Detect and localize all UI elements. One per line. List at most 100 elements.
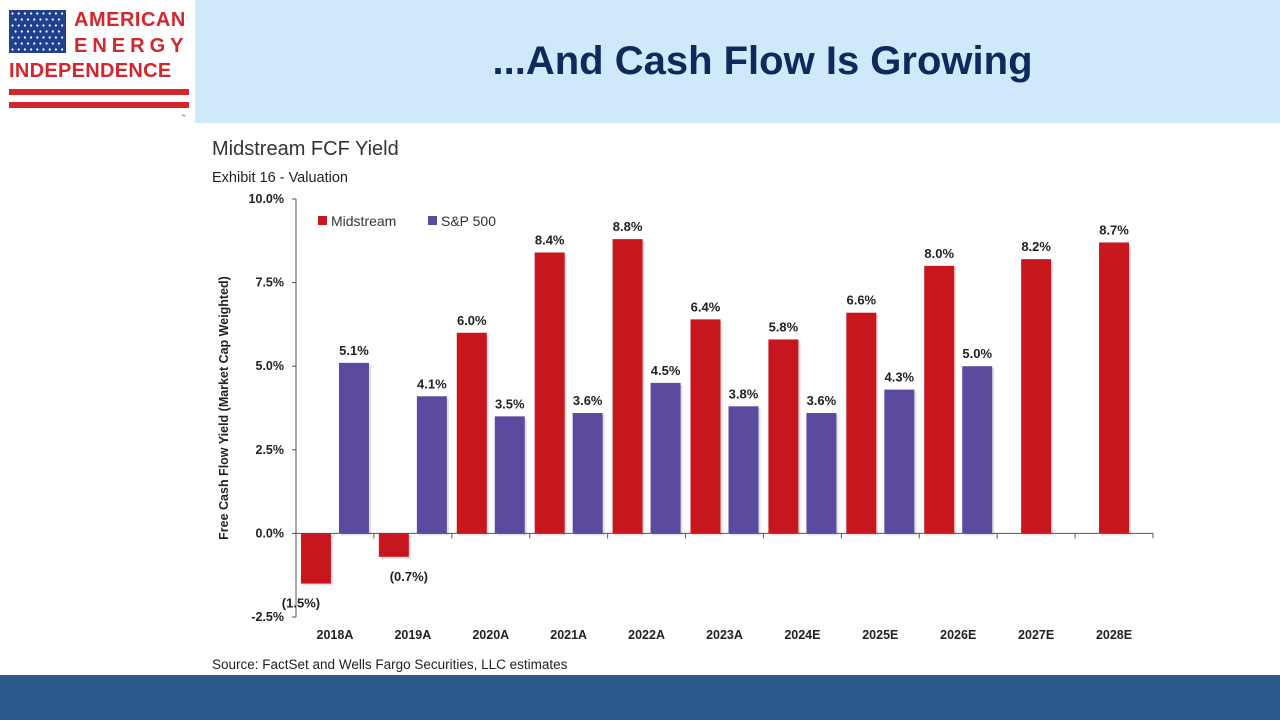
data-label: 3.5%	[495, 396, 525, 411]
flag-star	[30, 48, 33, 51]
flag-star	[48, 24, 51, 27]
flag-star	[39, 30, 42, 33]
bar-midstream	[690, 319, 721, 534]
flag-star	[54, 12, 58, 15]
flag-star	[23, 36, 26, 39]
flag-star	[57, 18, 61, 21]
legend-swatch	[428, 216, 437, 225]
data-label: 8.7%	[1099, 222, 1129, 237]
flag-star	[61, 12, 64, 15]
flag-star	[33, 30, 36, 33]
data-label: 4.1%	[417, 376, 447, 391]
legend: Midstream S&P 500	[318, 213, 496, 229]
x-tick-label: 2021A	[550, 628, 587, 642]
bar-midstream	[456, 332, 487, 534]
flag-star	[26, 42, 30, 45]
flag-star	[17, 48, 20, 51]
logo: AMERICAN ENERGY INDEPENDENCE ™	[0, 0, 195, 123]
logo-text-line2: ENERGY	[74, 35, 189, 57]
y-tick-label: -2.5%	[251, 610, 284, 624]
x-tick-label: 2022A	[628, 628, 665, 642]
flag-star	[51, 42, 54, 45]
flag-star	[45, 18, 48, 21]
chart-title: Midstream FCF Yield	[212, 138, 399, 160]
data-label: 8.4%	[535, 233, 565, 248]
data-label: 4.3%	[884, 370, 914, 385]
flag-star	[39, 42, 42, 45]
flag-star	[54, 36, 58, 39]
chart-subtitle: Exhibit 16 - Valuation	[212, 170, 348, 186]
data-label: 3.6%	[807, 393, 837, 408]
flag-star	[42, 12, 45, 15]
x-tick-label: 2026E	[940, 628, 976, 642]
y-axis-label: Free Cash Flow Yield (Market Cap Weighte…	[217, 276, 231, 540]
y-tick-label: 7.5%	[256, 276, 285, 290]
data-label: 6.4%	[691, 299, 721, 314]
data-label: (1.5%)	[282, 596, 320, 611]
x-tick-label: 2019A	[394, 628, 431, 642]
data-labels: (1.5%) (0.7%) 6.0% 8.4% 8.8% 6.4% 5.8% 6.6% 8.0%…	[282, 219, 1129, 610]
flag-star	[36, 48, 39, 51]
flag-star	[20, 30, 23, 33]
flag-star	[11, 36, 14, 39]
flag-star	[61, 24, 64, 27]
bar-sp500	[416, 396, 447, 534]
bar-sp500	[884, 389, 915, 534]
data-label: 5.1%	[339, 343, 369, 358]
x-tick-label: 2024E	[784, 628, 820, 642]
flag-star	[51, 30, 54, 33]
data-label: 6.6%	[846, 293, 876, 308]
flag-star	[33, 18, 36, 21]
bar-midstream	[1099, 242, 1130, 534]
flag-star	[61, 48, 64, 51]
bar-midstream	[924, 265, 955, 534]
flag-star	[11, 24, 14, 27]
flag-star	[23, 48, 26, 51]
flag-star	[17, 12, 20, 15]
flag-star	[17, 36, 20, 39]
flag-star	[51, 18, 54, 21]
x-axis: 2018A 2019A 2020A 2021A 2022A 2023A 2024E 2025E…	[295, 532, 1154, 642]
bar-sp500	[962, 366, 993, 534]
data-label: 8.0%	[924, 246, 954, 261]
flag-star	[42, 24, 45, 27]
slide-title: ...And Cash Flow Is Growing	[492, 39, 1033, 83]
legend-label: Midstream	[331, 213, 396, 229]
logo-text-line1: AMERICAN	[74, 9, 186, 31]
bar-sp500	[494, 416, 525, 534]
x-tick-label: 2023A	[706, 628, 743, 642]
bar-midstream	[612, 239, 643, 534]
bar-midstream	[378, 533, 409, 557]
flag-star	[42, 48, 45, 51]
flag-star	[39, 18, 42, 21]
trademark-mark: ™	[181, 114, 186, 120]
flag-star	[36, 24, 39, 27]
x-tick-label: 2027E	[1018, 628, 1054, 642]
flag-star	[36, 12, 39, 15]
data-label: (0.7%)	[390, 569, 428, 584]
slide-header	[195, 0, 1280, 123]
data-label: 3.6%	[573, 393, 603, 408]
flag-star	[17, 24, 20, 27]
bar-sp500	[806, 413, 837, 534]
data-label: 8.8%	[613, 219, 643, 234]
flag-star	[30, 24, 33, 27]
flag-star	[23, 12, 26, 15]
flag-star	[23, 24, 26, 27]
bar-midstream	[1021, 259, 1052, 534]
flag-star	[48, 12, 51, 15]
flag-star	[14, 42, 17, 45]
flag-star	[57, 30, 61, 33]
flag-star	[20, 18, 23, 21]
flag-star	[26, 18, 30, 21]
flag-star	[26, 30, 30, 33]
logo-text-line3: INDEPENDENCE	[9, 60, 172, 82]
flag-star	[11, 12, 14, 15]
data-label: 8.2%	[1021, 239, 1051, 254]
bar-midstream	[768, 339, 799, 534]
flag-star	[36, 36, 39, 39]
x-tick-label: 2028E	[1096, 628, 1132, 642]
bar-sp500	[728, 406, 759, 534]
flag-star	[30, 12, 33, 15]
